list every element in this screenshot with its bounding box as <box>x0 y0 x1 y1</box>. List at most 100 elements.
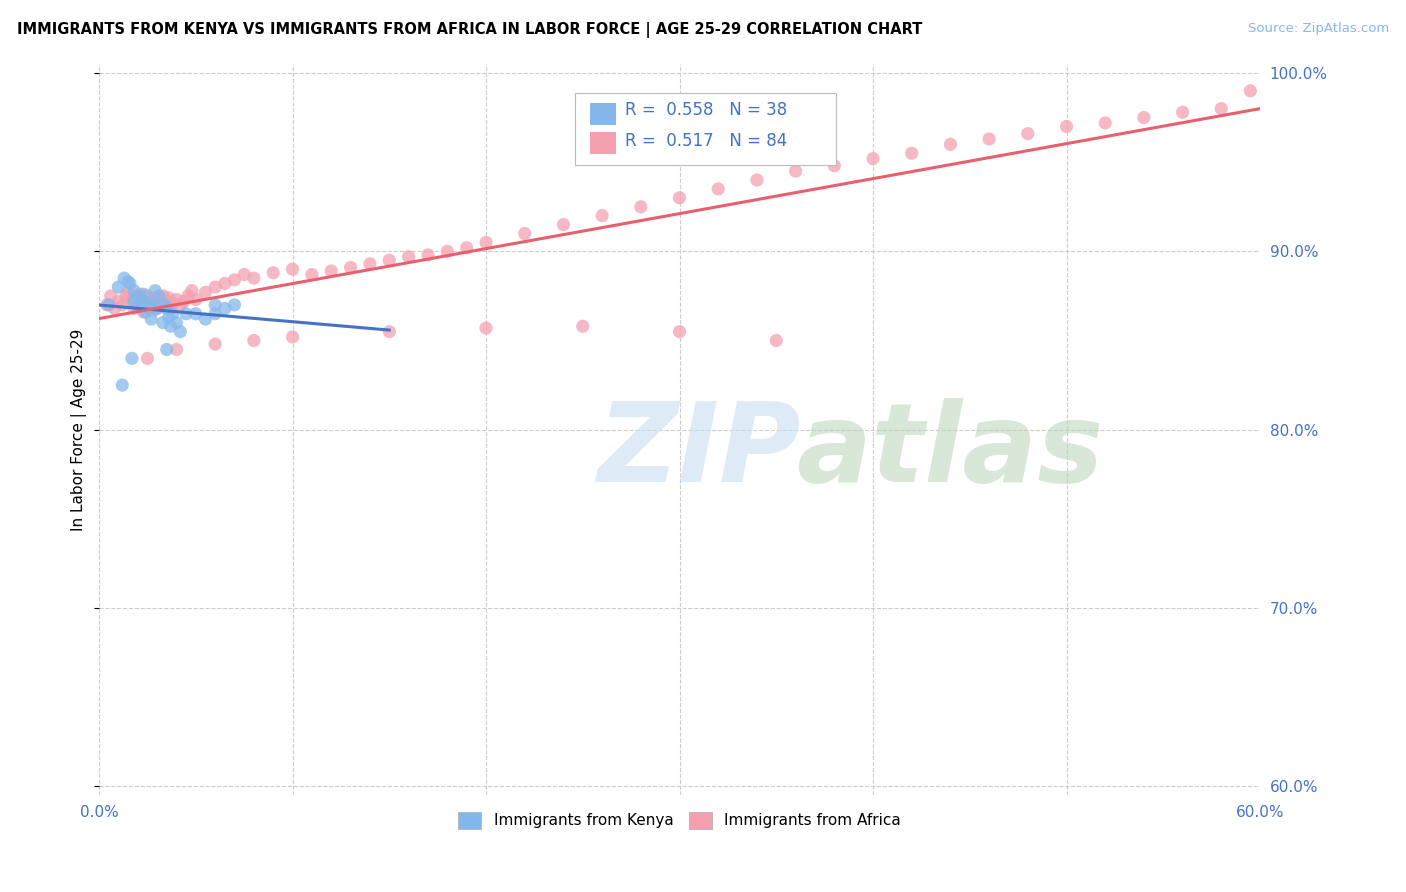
Legend: Immigrants from Kenya, Immigrants from Africa: Immigrants from Kenya, Immigrants from A… <box>453 805 907 835</box>
Text: R =  0.558   N = 38: R = 0.558 N = 38 <box>624 101 787 120</box>
Point <box>146 301 169 316</box>
Point <box>117 285 139 300</box>
Point <box>1239 84 1261 98</box>
Point <box>148 289 170 303</box>
Point <box>553 218 575 232</box>
Point <box>138 301 160 316</box>
Point <box>165 316 187 330</box>
Point <box>112 271 135 285</box>
Point <box>162 307 184 321</box>
Point <box>184 307 207 321</box>
Text: atlas: atlas <box>796 398 1102 505</box>
Point <box>157 310 180 325</box>
Point <box>156 294 179 309</box>
Point <box>157 291 180 305</box>
Point <box>149 298 172 312</box>
Text: ZIP: ZIP <box>599 398 801 505</box>
Point <box>745 173 768 187</box>
Point <box>100 289 122 303</box>
Point <box>173 294 195 309</box>
Point <box>436 244 458 259</box>
Point <box>475 321 498 335</box>
Point <box>1094 116 1116 130</box>
Point <box>233 268 256 282</box>
Point <box>378 253 401 268</box>
Point <box>134 294 156 309</box>
Point <box>122 284 145 298</box>
Point <box>281 330 304 344</box>
Point <box>939 137 962 152</box>
Point <box>111 378 134 392</box>
Point <box>96 298 118 312</box>
Point <box>668 325 690 339</box>
Point <box>118 277 141 291</box>
Point <box>224 273 246 287</box>
Point <box>900 146 922 161</box>
Point <box>184 293 207 307</box>
Point <box>169 298 191 312</box>
Point <box>153 300 176 314</box>
Point <box>398 250 420 264</box>
Point <box>823 159 845 173</box>
Point <box>214 301 236 316</box>
Point <box>107 280 129 294</box>
Point <box>862 152 884 166</box>
Point <box>416 248 439 262</box>
Point <box>107 294 129 309</box>
Point <box>143 291 166 305</box>
Point <box>1056 120 1078 134</box>
Point <box>181 284 204 298</box>
Point <box>169 325 191 339</box>
Text: R =  0.517   N = 84: R = 0.517 N = 84 <box>624 132 787 150</box>
Point <box>1017 127 1039 141</box>
Point <box>152 316 174 330</box>
Point <box>214 277 236 291</box>
Point <box>243 334 266 348</box>
Point <box>115 289 138 303</box>
Point <box>142 298 165 312</box>
Point <box>143 284 166 298</box>
Point <box>156 343 179 357</box>
Point <box>152 289 174 303</box>
Point <box>127 300 149 314</box>
Point <box>765 334 787 348</box>
FancyBboxPatch shape <box>591 132 616 154</box>
Point <box>121 351 143 366</box>
Point <box>127 289 149 303</box>
Point <box>359 257 381 271</box>
Point <box>127 300 149 314</box>
Point <box>378 325 401 339</box>
FancyBboxPatch shape <box>591 103 616 125</box>
Point <box>148 294 170 309</box>
Point <box>194 285 217 300</box>
Point <box>128 287 150 301</box>
Point <box>136 294 159 309</box>
Point <box>122 301 145 316</box>
Point <box>204 280 226 294</box>
FancyBboxPatch shape <box>575 94 837 165</box>
Point <box>165 293 187 307</box>
Point <box>591 209 613 223</box>
Point <box>97 298 120 312</box>
Point <box>146 301 169 316</box>
Y-axis label: In Labor Force | Age 25-29: In Labor Force | Age 25-29 <box>72 328 87 531</box>
Point <box>204 298 226 312</box>
Point <box>162 296 184 310</box>
Point <box>122 294 145 309</box>
Point <box>475 235 498 250</box>
Point <box>1171 105 1194 120</box>
Point <box>1211 102 1233 116</box>
Text: Source: ZipAtlas.com: Source: ZipAtlas.com <box>1249 22 1389 36</box>
Point <box>153 298 176 312</box>
Point <box>177 289 200 303</box>
Point <box>571 319 593 334</box>
Point <box>117 275 139 289</box>
Text: IMMIGRANTS FROM KENYA VS IMMIGRANTS FROM AFRICA IN LABOR FORCE | AGE 25-29 CORRE: IMMIGRANTS FROM KENYA VS IMMIGRANTS FROM… <box>17 22 922 38</box>
Point <box>668 191 690 205</box>
Point <box>243 271 266 285</box>
Point <box>111 298 134 312</box>
Point <box>134 305 156 319</box>
Point <box>204 337 226 351</box>
Point <box>165 343 187 357</box>
Point <box>131 293 153 307</box>
